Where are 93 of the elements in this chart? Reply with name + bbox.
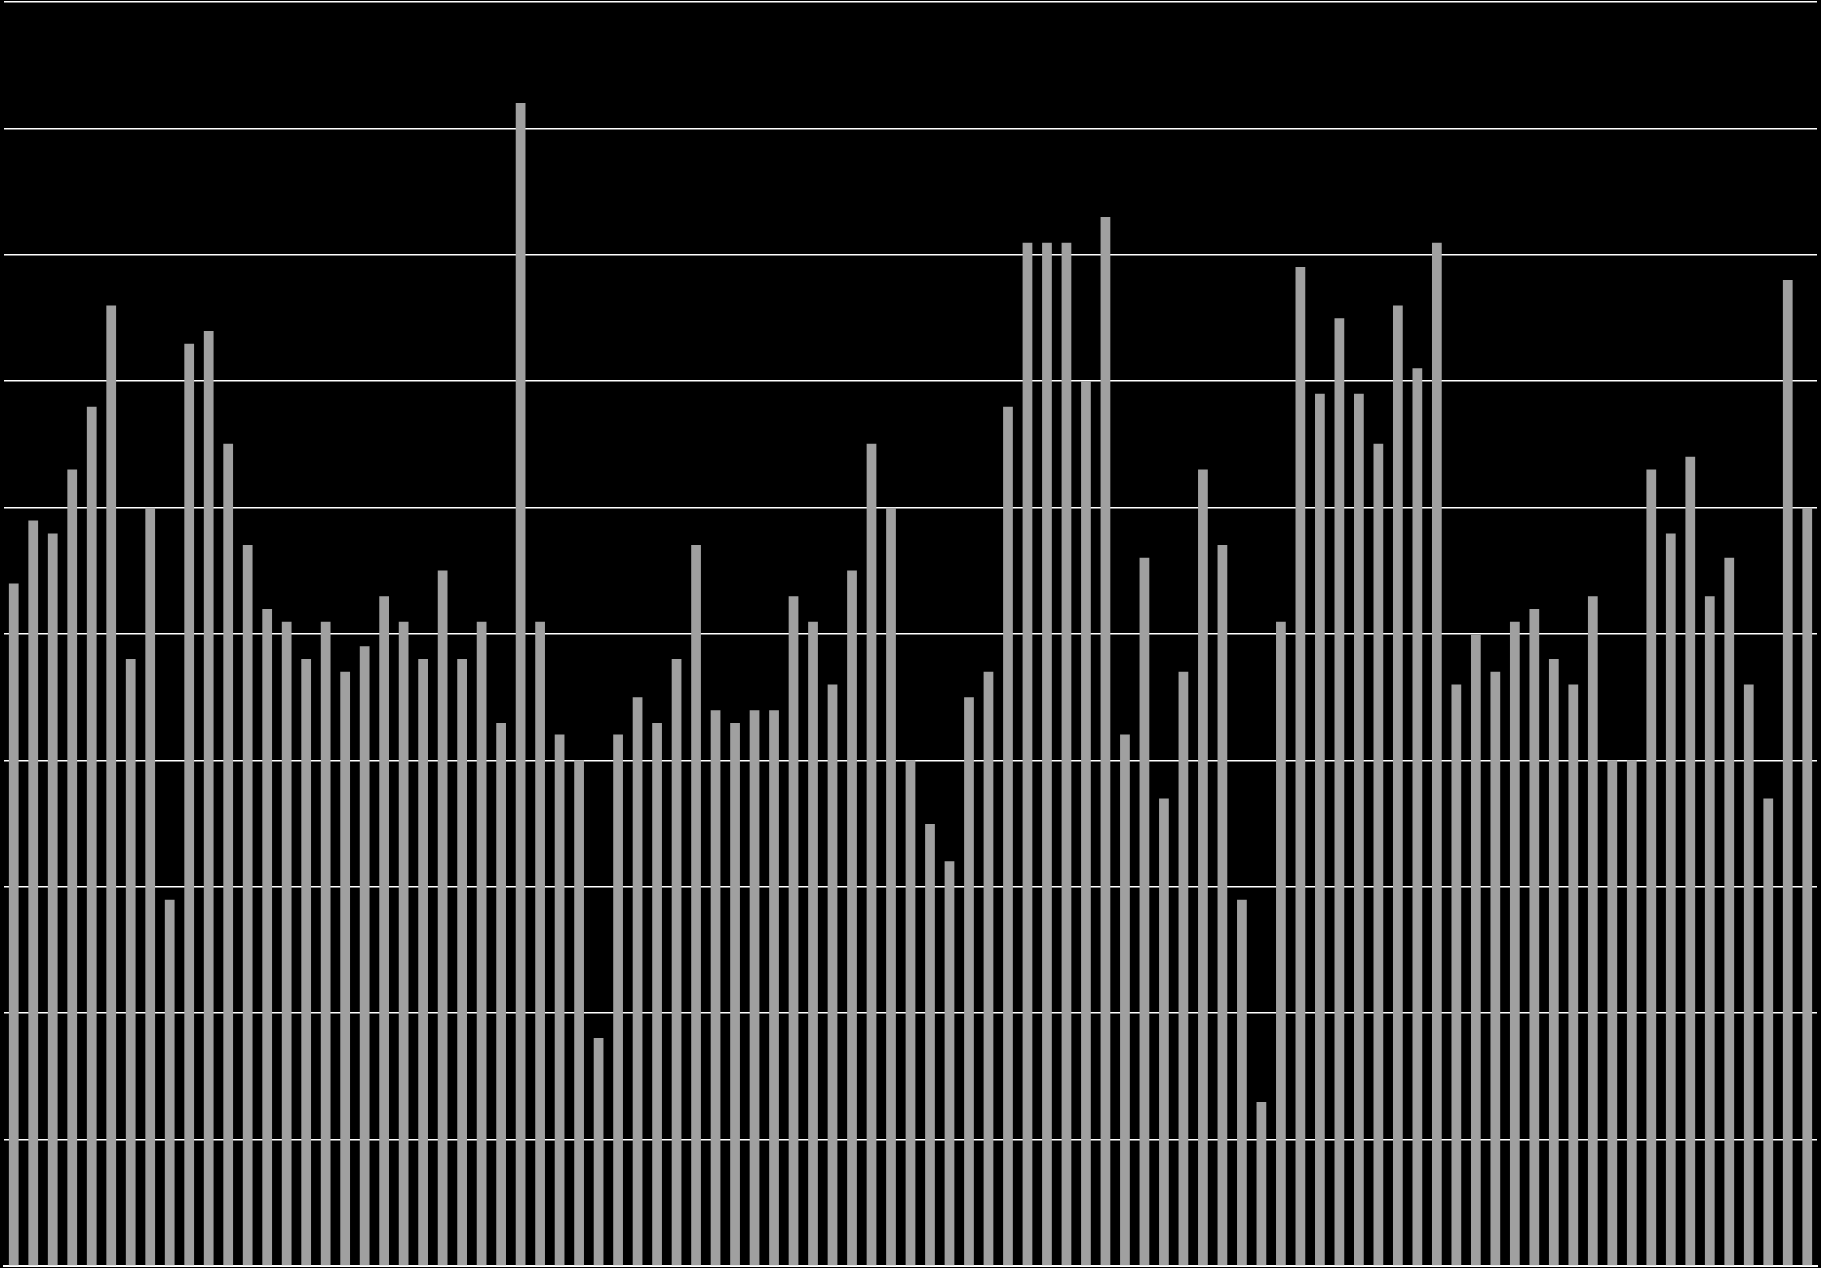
bar: [496, 722, 506, 1266]
bar: [1451, 684, 1462, 1266]
bar: [1198, 469, 1208, 1266]
bar: [1470, 634, 1481, 1266]
bar: [1276, 621, 1286, 1266]
bar: [340, 671, 351, 1266]
bar: [1685, 456, 1696, 1266]
bar: [1802, 507, 1813, 1266]
bar: [1431, 242, 1442, 1266]
bar: [320, 621, 331, 1266]
bar: [535, 621, 545, 1266]
bar: [632, 697, 643, 1266]
bar: [1782, 279, 1793, 1266]
bar: [1373, 443, 1384, 1266]
bar: [671, 658, 682, 1266]
bar: [28, 520, 39, 1266]
bar: [1607, 760, 1618, 1266]
bar: [905, 760, 916, 1266]
bar: [515, 103, 526, 1266]
bar: [1159, 798, 1169, 1266]
bar: [593, 1038, 604, 1266]
bar: [437, 570, 448, 1266]
bar: [47, 533, 58, 1266]
bar: [769, 710, 779, 1266]
bar: [418, 658, 429, 1266]
bar: [1256, 1102, 1267, 1266]
bar: [8, 583, 19, 1266]
bar: [1237, 899, 1247, 1266]
bar: [184, 343, 195, 1266]
bar: [749, 710, 760, 1266]
bar: [398, 621, 409, 1266]
bar: [1724, 557, 1735, 1266]
bar: [1392, 305, 1403, 1266]
bar: [710, 710, 721, 1266]
bar: [574, 760, 584, 1266]
bar: [164, 899, 175, 1266]
bar: [730, 722, 740, 1266]
bar: [691, 545, 701, 1266]
bar: [86, 406, 97, 1266]
bar: [1763, 798, 1774, 1266]
bar: [1178, 671, 1189, 1266]
bar: [983, 671, 994, 1266]
bar: [1529, 608, 1540, 1266]
bar: [886, 507, 896, 1266]
bar: [613, 734, 623, 1266]
bar: [808, 621, 818, 1266]
bar: [359, 646, 370, 1266]
bar: [944, 861, 955, 1266]
bar: [847, 570, 857, 1266]
bar: [1626, 760, 1637, 1266]
bar: [788, 596, 799, 1266]
bar: [1081, 381, 1091, 1266]
bar: [554, 734, 565, 1266]
bar: [827, 684, 838, 1266]
bar: [1568, 684, 1579, 1266]
bar: [67, 469, 78, 1266]
bar: [1042, 242, 1052, 1266]
bar: [1646, 469, 1657, 1266]
bar: [1354, 393, 1364, 1266]
bar: [457, 658, 467, 1266]
bar: [1295, 267, 1306, 1266]
bar: [1412, 368, 1423, 1266]
bar: [652, 722, 662, 1266]
bar: [1704, 596, 1715, 1266]
bar: [106, 305, 117, 1266]
bar: [866, 443, 877, 1266]
bar: [1100, 217, 1111, 1266]
bar: [1509, 621, 1520, 1266]
bar: [1334, 318, 1345, 1266]
bar: [1490, 671, 1501, 1266]
bar: [1587, 596, 1598, 1266]
bar: [125, 658, 136, 1266]
bar: [476, 621, 487, 1266]
bar: [203, 331, 214, 1266]
bar: [262, 608, 273, 1266]
bar: [281, 621, 292, 1266]
bar: [1139, 557, 1150, 1266]
bar: [1022, 242, 1033, 1266]
bar: [925, 824, 935, 1266]
bar: [1743, 684, 1754, 1266]
bar: [1003, 406, 1013, 1266]
bar: [145, 507, 156, 1266]
bar: [1665, 533, 1676, 1266]
bar: [1315, 393, 1325, 1266]
bar: [1217, 545, 1228, 1266]
bar: [1120, 734, 1130, 1266]
bar: [242, 545, 253, 1266]
bar: [964, 697, 974, 1266]
bar: [223, 443, 234, 1266]
bar: [1548, 658, 1559, 1266]
bar: [301, 658, 312, 1266]
bar: [379, 596, 390, 1266]
bar: [1061, 242, 1072, 1266]
